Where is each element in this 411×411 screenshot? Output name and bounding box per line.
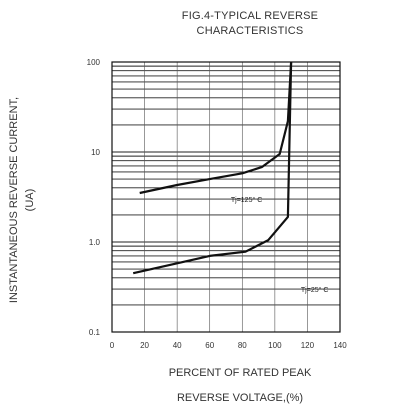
x-tick-labels: 0 20 40 60 80 100 120 140 (110, 341, 347, 350)
x-tick-label: 140 (333, 341, 347, 350)
y-tick-label: 1.0 (89, 238, 101, 247)
y-axis-label-line2: (UA) (24, 188, 36, 212)
curve-annotations: Tj=125° C Tj=25° C (231, 196, 329, 294)
curve-tj-125 (139, 61, 293, 195)
annotation-tj-125: Tj=125° C (231, 196, 262, 204)
y-tick-label: 100 (87, 58, 101, 67)
plot-border (111, 61, 341, 333)
x-tick-label: 40 (173, 341, 182, 350)
chart-title-line1: FIG.4-TYPICAL REVERSE (181, 10, 319, 22)
x-tick-label: 100 (268, 341, 282, 350)
y-tick-label: 10 (91, 148, 100, 157)
x-tick-label: 120 (301, 341, 315, 350)
x-tick-label: 80 (238, 341, 247, 350)
plot-frame (111, 61, 341, 333)
data-curves (132, 61, 293, 275)
curve-tj-25 (132, 61, 293, 275)
y-axis-label-line1: INSTANTANEOUS REVERSE CURRENT, (8, 96, 20, 304)
x-tick-label: 20 (140, 341, 149, 350)
y-tick-labels: 0.1 1.0 10 100 (87, 58, 101, 337)
x-tick-label: 60 (205, 341, 214, 350)
x-tick-label: 0 (110, 341, 115, 350)
annotation-tj-25: Tj=25° C (301, 286, 329, 294)
x-axis-label-line1: PERCENT OF RATED PEAK (168, 367, 312, 379)
y-tick-label: 0.1 (89, 328, 101, 337)
x-axis-label-line2: REVERSE VOLTAGE,(%) (176, 392, 304, 404)
chart-title-line2: CHARACTERISTICS (196, 25, 304, 37)
